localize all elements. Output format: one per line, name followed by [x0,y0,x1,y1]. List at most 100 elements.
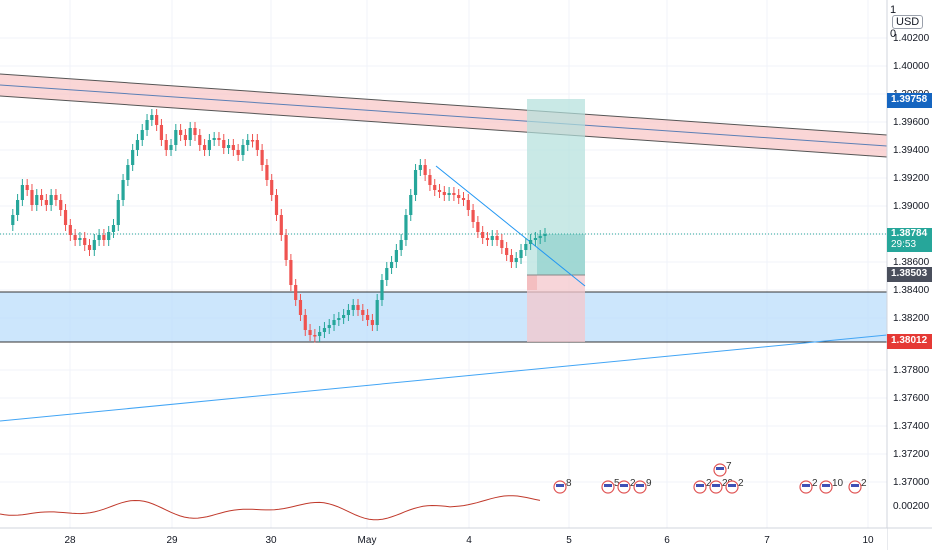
position-filled-profit [537,234,585,275]
oscillator-line [0,495,541,521]
current-price-label[interactable]: 1.38784 29:53 [887,228,932,252]
support-zone[interactable] [0,292,887,342]
candle-body [193,128,197,135]
candle-body [30,190,34,205]
price-tick-label: 0.00200 [893,501,930,512]
price-tick-label: 1.37800 [893,365,930,376]
price-tick-label: 1.39200 [893,173,930,184]
price-tick-label: 1.40200 [893,33,930,44]
candle-body [169,145,173,150]
position-stop-zone[interactable] [527,275,585,342]
time-tick-label: 5 [566,535,572,546]
candle-body [538,236,542,238]
us-flag-icon [822,484,830,487]
event-count: 2 [706,478,712,489]
price-tick-label: 1.38200 [893,313,930,324]
candle-body [212,138,216,140]
candle-body [73,235,77,240]
candle-body [375,300,379,325]
resistance-channel-mid[interactable] [0,84,888,147]
candle-body [351,305,355,310]
candle-body [385,268,389,280]
time-tick-label: 4 [466,535,472,546]
candle-body [519,250,523,258]
candle-body [231,145,235,150]
us-flag-icon [556,484,564,487]
candle-body [437,190,442,192]
candle-body [236,150,240,155]
economic-events[interactable]: 8529229272102 [553,461,867,494]
candle-body [164,140,168,150]
candle-body [179,130,183,135]
candle-body [44,200,48,205]
candle-body [15,200,20,215]
candle-body [174,130,178,145]
price-tick-label: 1.37400 [893,421,930,432]
candle-body [457,195,461,198]
resistance-price-label[interactable]: 1.39758 [887,93,932,108]
candle-body [389,262,394,268]
time-axis-ticks: 28 29 30 May 4 5 6 7 10 [64,535,874,546]
price-tick-label: 1.39600 [893,117,930,128]
time-tick-label: 7 [764,535,770,546]
candle-body [87,245,92,250]
candle-body [265,165,269,180]
candle-body [461,198,466,200]
candle-body [485,238,490,240]
candle-body [294,285,298,300]
event-count: 8 [566,478,572,489]
price-tick-label: 1.39000 [893,201,930,212]
us-flag-icon [604,484,612,487]
candle-body [380,280,384,300]
candle-body [509,255,514,262]
candle-body [279,215,283,235]
falling-trendline[interactable] [435,165,586,287]
candle-body [63,210,68,225]
candle-body [246,140,250,145]
caret-icon[interactable]: 0 [890,28,897,40]
candle-body [423,165,427,175]
candle-body [466,200,470,210]
rising-trendline[interactable] [0,334,888,422]
candle-body [78,238,82,240]
candle-body [35,195,39,205]
candle-body [202,145,207,150]
candle-body [418,165,422,170]
currency-selector[interactable]: 1 USD 0 [890,4,932,40]
price-tick-label: 1.38600 [893,257,930,268]
candle-body [495,236,499,240]
candle-body [135,140,140,150]
time-axis-panel[interactable] [0,528,887,550]
candle-body [140,130,144,140]
candle-body [361,310,365,315]
scale-label: 1 [890,4,897,16]
us-flag-icon [728,484,736,487]
time-tick-label: 10 [862,535,874,546]
candle-body [150,115,154,120]
candle-body [332,320,336,325]
event-count: 9 [646,478,652,489]
candle-body [102,235,106,240]
candle-body [39,195,44,200]
candle-body [49,195,53,205]
candle-body [274,195,279,215]
price-tick-label: 1.38400 [893,285,930,296]
candle-body [25,185,29,190]
currency-box[interactable]: USD [892,15,924,29]
resistance-channel-top[interactable] [0,73,888,136]
candle-body [322,328,327,332]
countdown-timer: 29:53 [891,239,917,250]
candle-body [490,236,494,240]
candle-body [198,135,202,145]
candle-body [394,250,398,262]
resistance-channel-bottom[interactable] [0,95,888,158]
event-count: 5 [614,478,620,489]
candle-body [83,238,87,245]
candle-body [121,180,125,200]
candle-body [481,232,485,238]
candle-body [107,232,111,240]
candle-body [284,235,288,260]
entry-price-label[interactable]: 1.38503 [887,267,932,282]
support-price-label[interactable]: 1.38012 [887,334,932,349]
